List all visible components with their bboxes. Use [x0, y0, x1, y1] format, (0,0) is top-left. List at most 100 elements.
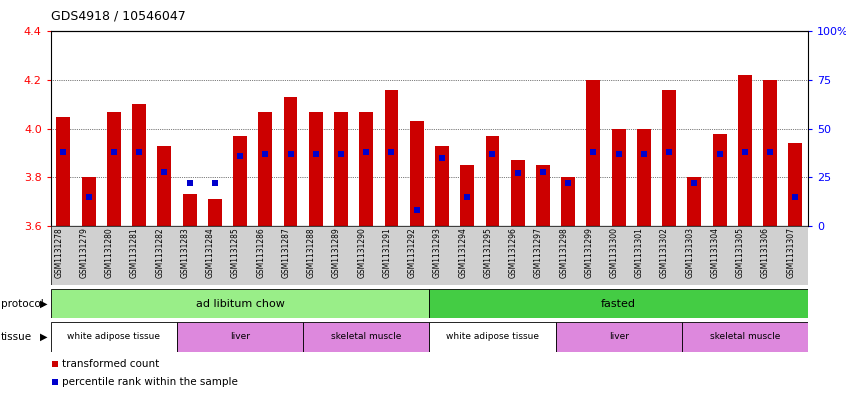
Bar [228, 226, 253, 285]
Bar [429, 322, 556, 352]
Text: GSM1131290: GSM1131290 [357, 227, 366, 278]
Bar [763, 80, 777, 226]
Text: GSM1131307: GSM1131307 [786, 227, 795, 278]
Bar [303, 226, 328, 285]
Bar [177, 322, 303, 352]
Bar [127, 226, 151, 285]
Bar [107, 112, 121, 226]
Bar [57, 117, 70, 226]
Text: liver: liver [230, 332, 250, 342]
Bar [612, 129, 625, 226]
Text: GSM1131295: GSM1131295 [483, 227, 492, 278]
Text: liver: liver [608, 332, 629, 342]
Bar [208, 199, 222, 226]
Text: fasted: fasted [602, 299, 636, 309]
Bar [707, 226, 733, 285]
Text: GSM1131297: GSM1131297 [534, 227, 543, 278]
Bar [783, 226, 808, 285]
Bar [682, 322, 808, 352]
Bar [429, 226, 454, 285]
Bar [460, 165, 474, 226]
Bar [732, 226, 757, 285]
Bar [183, 195, 196, 226]
Text: white adipose tissue: white adipose tissue [68, 332, 161, 342]
Bar [360, 112, 373, 226]
Bar [712, 134, 727, 226]
Text: GSM1131289: GSM1131289 [332, 227, 341, 278]
Bar [586, 80, 601, 226]
Text: GSM1131287: GSM1131287 [282, 227, 290, 278]
Bar [309, 112, 322, 226]
Bar [283, 97, 298, 226]
Bar [385, 90, 398, 226]
Bar [435, 146, 449, 226]
Bar [277, 226, 303, 285]
Text: GDS4918 / 10546047: GDS4918 / 10546047 [51, 10, 185, 23]
Bar [233, 136, 247, 226]
Text: GSM1131304: GSM1131304 [711, 227, 720, 278]
Bar [202, 226, 228, 285]
Text: GSM1131285: GSM1131285 [231, 227, 240, 278]
Text: GSM1131305: GSM1131305 [736, 227, 744, 278]
Text: GSM1131302: GSM1131302 [660, 227, 669, 278]
Text: GSM1131292: GSM1131292 [408, 227, 417, 278]
Bar [354, 226, 379, 285]
Text: GSM1131306: GSM1131306 [761, 227, 770, 278]
Text: GSM1131293: GSM1131293 [433, 227, 442, 278]
Text: skeletal muscle: skeletal muscle [710, 332, 780, 342]
Bar [51, 226, 76, 285]
Bar [561, 177, 575, 226]
Bar [656, 226, 682, 285]
Bar [580, 226, 606, 285]
Bar [556, 322, 682, 352]
Text: percentile rank within the sample: percentile rank within the sample [62, 377, 238, 387]
Text: white adipose tissue: white adipose tissue [446, 332, 539, 342]
Text: GSM1131300: GSM1131300 [610, 227, 618, 278]
Bar [253, 226, 277, 285]
Bar [688, 177, 701, 226]
Bar [102, 226, 127, 285]
Bar [334, 112, 348, 226]
Bar [303, 322, 429, 352]
Text: GSM1131288: GSM1131288 [307, 227, 316, 278]
Text: ad libitum chow: ad libitum chow [195, 299, 284, 309]
Text: GSM1131279: GSM1131279 [80, 227, 89, 278]
Bar [738, 75, 752, 226]
Bar [429, 289, 808, 318]
Bar [511, 160, 525, 226]
Bar [556, 226, 580, 285]
Bar [757, 226, 783, 285]
Text: GSM1131291: GSM1131291 [382, 227, 392, 278]
Text: GSM1131303: GSM1131303 [685, 227, 695, 278]
Bar [404, 226, 429, 285]
Text: skeletal muscle: skeletal muscle [331, 332, 402, 342]
Bar [157, 146, 171, 226]
Bar [682, 226, 707, 285]
Bar [132, 105, 146, 226]
Text: GSM1131294: GSM1131294 [459, 227, 467, 278]
Text: GSM1131284: GSM1131284 [206, 227, 215, 278]
Bar [258, 112, 272, 226]
Bar [151, 226, 177, 285]
Text: GSM1131286: GSM1131286 [256, 227, 266, 278]
Text: GSM1131278: GSM1131278 [54, 227, 63, 278]
Text: GSM1131301: GSM1131301 [634, 227, 644, 278]
Text: GSM1131280: GSM1131280 [105, 227, 114, 278]
Text: GSM1131299: GSM1131299 [585, 227, 593, 278]
Text: GSM1131283: GSM1131283 [180, 227, 190, 278]
Bar [505, 226, 530, 285]
Bar [177, 226, 202, 285]
Bar [328, 226, 354, 285]
Bar [536, 165, 550, 226]
Text: ▶: ▶ [40, 332, 47, 342]
Bar [606, 226, 631, 285]
Bar [454, 226, 480, 285]
Bar [51, 289, 429, 318]
Text: transformed count: transformed count [62, 359, 159, 369]
Bar [76, 226, 102, 285]
Bar [486, 136, 499, 226]
Text: protocol: protocol [1, 299, 44, 309]
Text: GSM1131281: GSM1131281 [130, 227, 139, 278]
Bar [480, 226, 505, 285]
Bar [379, 226, 404, 285]
